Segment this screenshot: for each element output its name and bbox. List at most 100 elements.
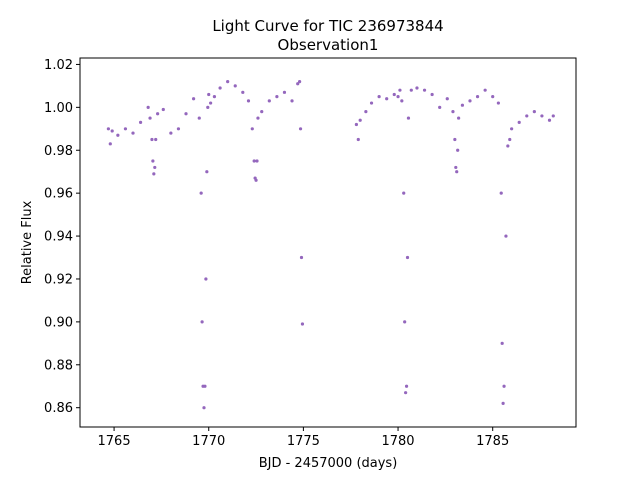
- x-tick-label: 1765: [98, 434, 131, 449]
- flux-series-2: [354, 86, 555, 406]
- flux-point: [404, 391, 408, 395]
- flux-point: [250, 127, 254, 131]
- flux-point: [298, 79, 302, 84]
- flux-point: [218, 86, 222, 90]
- flux-point: [403, 320, 407, 324]
- flux-point: [460, 103, 465, 107]
- y-axis: 0.86 0.88 0.90 0.92 0.94 0.96 0.98 1.00 1.02: [44, 58, 80, 416]
- flux-point: [377, 95, 381, 99]
- data-points: [106, 79, 555, 410]
- flux-point: [233, 84, 237, 88]
- flux-point: [116, 133, 120, 137]
- flux-point: [290, 99, 294, 103]
- flux-point: [422, 88, 427, 92]
- flux-point: [110, 129, 114, 133]
- flux-point: [396, 95, 400, 99]
- flux-point: [298, 127, 303, 131]
- flux-point: [547, 118, 552, 122]
- flux-point: [161, 107, 165, 112]
- flux-point: [438, 105, 442, 109]
- flux-point: [468, 99, 472, 103]
- flux-point: [517, 120, 521, 124]
- x-tick-label: 1775: [287, 434, 320, 449]
- y-tick-label: 0.90: [44, 315, 73, 330]
- flux-point: [203, 384, 207, 388]
- y-axis-label: Relative Flux: [20, 200, 35, 284]
- flux-point: [123, 127, 128, 131]
- flux-point: [398, 88, 402, 92]
- flux-point: [209, 101, 213, 105]
- flux-point: [254, 178, 258, 182]
- flux-point: [356, 137, 360, 142]
- y-tick-label: 0.88: [44, 358, 73, 373]
- flux-point: [299, 255, 304, 260]
- flux-point: [212, 95, 217, 99]
- flux-point: [500, 341, 504, 345]
- flux-point: [475, 95, 480, 99]
- flux-point: [255, 159, 259, 163]
- y-tick-label: 1.00: [44, 101, 73, 116]
- flux-point: [456, 148, 460, 152]
- flux-point: [150, 137, 154, 142]
- flux-point: [154, 137, 158, 142]
- flux-point: [252, 159, 256, 163]
- chart-subtitle: Observation1: [278, 36, 379, 54]
- flux-point: [445, 97, 449, 101]
- flux-point: [455, 170, 459, 174]
- flux-point: [499, 191, 503, 195]
- x-axis: 1765 1770 1775 1780 1785: [98, 427, 509, 449]
- flux-point: [405, 255, 410, 260]
- flux-point: [496, 101, 500, 105]
- x-tick-label: 1780: [381, 434, 414, 449]
- flux-point: [402, 191, 406, 195]
- flux-point: [152, 172, 156, 176]
- flux-point: [369, 101, 374, 105]
- flux-point: [131, 131, 135, 135]
- flux-point: [260, 110, 264, 114]
- y-tick-label: 1.02: [44, 58, 73, 73]
- flux-point: [392, 92, 396, 97]
- flux-point: [551, 114, 555, 118]
- flux-point: [451, 110, 455, 114]
- flux-point: [400, 99, 404, 103]
- y-tick-label: 0.98: [44, 144, 73, 159]
- flux-point: [409, 88, 413, 92]
- flux-point: [205, 170, 209, 174]
- flux-point: [169, 131, 173, 135]
- flux-point: [540, 114, 544, 118]
- flux-point: [138, 120, 143, 124]
- flux-point: [106, 127, 110, 131]
- flux-point: [204, 277, 208, 281]
- flux-point: [430, 92, 434, 97]
- flux-point: [207, 92, 211, 97]
- flux-point: [226, 79, 230, 84]
- y-tick-label: 0.86: [44, 401, 73, 416]
- plot-frame: [79, 57, 577, 428]
- flux-point: [108, 142, 112, 146]
- flux-point: [300, 322, 305, 326]
- flux-point: [508, 137, 512, 142]
- flux-series-1: [106, 79, 305, 410]
- flux-point: [506, 144, 510, 148]
- y-tick-label: 0.96: [44, 187, 73, 202]
- flux-point: [415, 86, 419, 90]
- flux-point: [256, 116, 260, 120]
- flux-point: [296, 82, 300, 86]
- flux-point: [457, 116, 461, 120]
- flux-point: [267, 99, 271, 103]
- flux-point: [246, 99, 251, 103]
- flux-point: [202, 406, 206, 410]
- flux-point: [184, 112, 188, 116]
- flux-point: [483, 88, 487, 92]
- flux-point: [504, 234, 508, 238]
- flux-point: [491, 95, 495, 99]
- flux-point: [156, 112, 160, 116]
- flux-point: [354, 122, 358, 127]
- flux-point: [206, 105, 210, 109]
- flux-point: [199, 191, 203, 195]
- flux-point: [453, 137, 457, 142]
- flux-point: [241, 90, 245, 94]
- flux-point: [406, 116, 411, 120]
